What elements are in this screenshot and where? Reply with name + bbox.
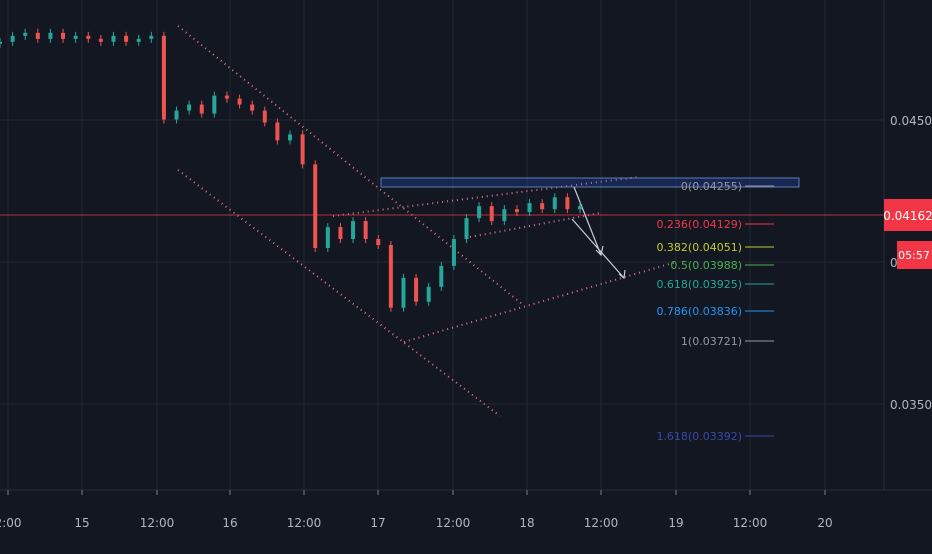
fib-level-label: 0(0.04255) <box>681 180 742 193</box>
candle-body <box>10 35 15 42</box>
candlestick-series <box>0 28 582 312</box>
time-tick-label: 20 <box>817 516 832 530</box>
candle-body <box>552 197 557 210</box>
fib-level-label: 0.786(0.03836) <box>656 305 742 318</box>
fibonacci-levels: 0(0.04255) 0.236(0.04129) 0.382(0.04051) 0.… <box>656 180 774 443</box>
candle-body <box>338 227 343 240</box>
candle-body <box>578 206 582 210</box>
candle-body <box>149 35 154 39</box>
candle-body <box>212 95 217 114</box>
time-tick-label: 2:00 <box>0 516 21 530</box>
candle-body <box>199 104 204 114</box>
current-price-badge <box>884 199 932 231</box>
time-tick-label: 12:00 <box>733 516 768 530</box>
projection-arrow-lines <box>571 186 625 279</box>
time-tick-label: 15 <box>74 516 89 530</box>
candle-body <box>61 32 66 39</box>
candle-body <box>464 218 469 240</box>
candle-body <box>224 95 229 99</box>
candle-body <box>136 38 141 42</box>
candle-body <box>426 286 431 302</box>
candle-body <box>124 35 129 42</box>
candle-body <box>414 277 419 302</box>
time-tick-label: 17 <box>370 516 385 530</box>
candle-body <box>388 245 393 308</box>
candle-body <box>376 239 381 245</box>
candle-body <box>23 32 28 36</box>
candle-body <box>351 221 356 240</box>
candle-body <box>502 209 507 222</box>
candle-body <box>477 206 482 219</box>
fib-level-label: 0.618(0.03925) <box>656 278 742 291</box>
candle-body <box>187 104 192 111</box>
drawing-overlays <box>0 25 884 417</box>
candle-body <box>35 32 40 39</box>
candle-body <box>86 35 91 39</box>
candle-body <box>300 134 305 165</box>
candle-body <box>48 32 53 39</box>
resistance-zone <box>380 177 800 188</box>
fib-level-label: 1.618(0.03392) <box>656 430 742 443</box>
candle-body <box>250 104 255 111</box>
time-axis-background <box>0 490 932 550</box>
candle-body <box>514 209 519 213</box>
fib-level-label: 0.236(0.04129) <box>656 218 742 231</box>
candle-body <box>275 122 280 141</box>
time-tick-label: 12:00 <box>140 516 175 530</box>
countdown-badge <box>897 241 932 269</box>
time-tick-label: 12:00 <box>436 516 471 530</box>
candle-body <box>527 203 532 213</box>
candle-body <box>98 38 103 42</box>
candle-body <box>161 35 166 120</box>
candle-body <box>363 221 368 240</box>
current-price-value: 0.04162 <box>883 209 932 223</box>
countdown-timer: 05:57 <box>898 249 930 262</box>
fib-level-label: 0.5(0.03988) <box>670 259 742 272</box>
time-tick-label: 18 <box>519 516 534 530</box>
candle-body <box>237 98 242 105</box>
projection-arrowheads <box>595 245 626 280</box>
time-tick-label: 12:00 <box>584 516 619 530</box>
candle-body <box>439 265 444 287</box>
candle-body <box>540 203 545 210</box>
rising-wedge-lower <box>469 212 601 238</box>
candle-body <box>174 110 179 120</box>
candle-body <box>73 35 78 39</box>
candle-body <box>451 239 456 266</box>
candle-body <box>262 110 267 123</box>
candle-body <box>565 197 570 210</box>
candle-body <box>313 164 318 248</box>
candle-body <box>489 206 494 222</box>
candle-body <box>325 227 330 248</box>
time-tick-label: 12:00 <box>287 516 322 530</box>
time-axis[interactable]: 2:00 15 12:00 16 12:00 17 12:00 18 12:00 19 12:00 2… <box>0 489 932 550</box>
candle-body <box>0 41 2 44</box>
time-tick-label: 19 <box>668 516 683 530</box>
fib-level-label: 0.382(0.04051) <box>656 241 742 254</box>
time-tick-label: 16 <box>222 516 237 530</box>
fib-level-label: 1(0.03721) <box>681 335 742 348</box>
candle-body <box>288 134 292 141</box>
candle-body <box>401 277 406 308</box>
candle-body <box>111 35 116 42</box>
